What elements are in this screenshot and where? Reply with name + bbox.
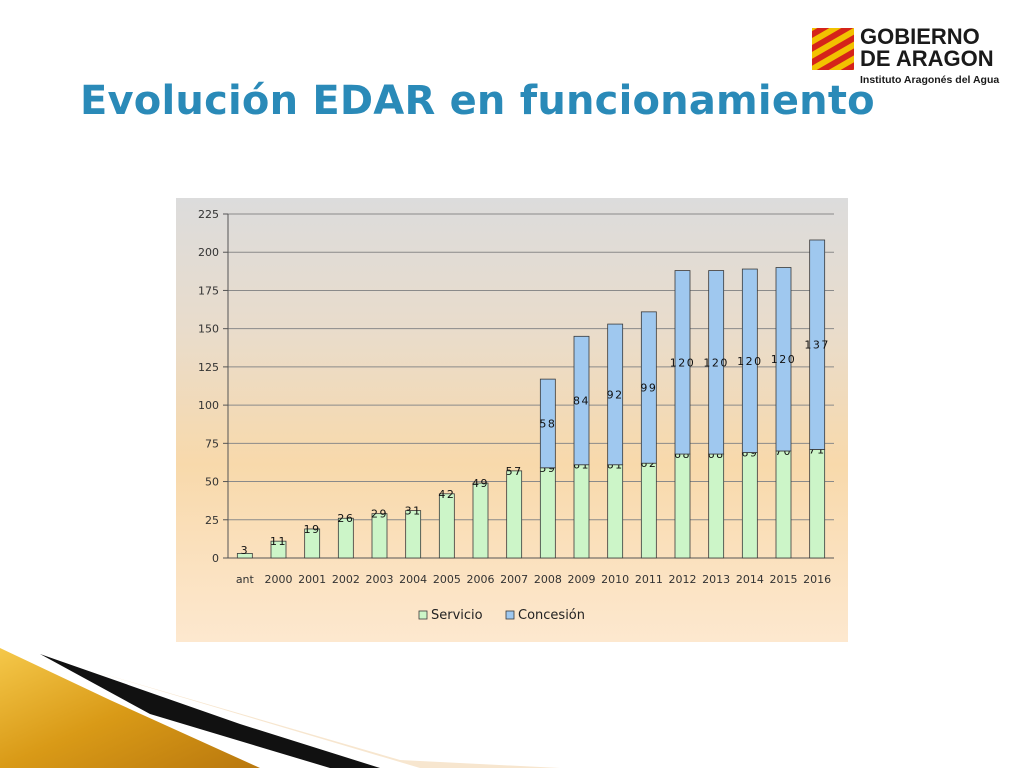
x-tick-label: 2007 (500, 573, 528, 586)
bar-servicio (607, 464, 624, 559)
logo-line-1: GOBIERNO (860, 24, 980, 49)
x-tick-label: 2009 (568, 573, 596, 586)
bar-concesion (640, 311, 657, 464)
data-label: 29 (371, 508, 388, 521)
bar-concesion (607, 323, 624, 466)
data-label: 120 (771, 353, 797, 366)
x-tick-label: 2011 (635, 573, 663, 586)
bar-concesion (573, 335, 590, 466)
bar-servicio (741, 452, 758, 559)
aragon-flag-icon (812, 28, 854, 70)
decorative-corner-stripes (0, 648, 560, 768)
data-label: 120 (737, 355, 763, 368)
x-tick-label: 2006 (467, 573, 495, 586)
bar-servicio (708, 453, 725, 559)
x-tick-label: 2015 (770, 573, 798, 586)
logo-line-2: DE ARAGON (860, 46, 994, 71)
y-tick-label: 200 (198, 246, 219, 259)
bar-servicio (371, 513, 388, 559)
bar-servicio (236, 553, 253, 559)
logo-line-3: Instituto Aragonés del Agua (860, 74, 1000, 86)
y-tick-label: 125 (198, 361, 219, 374)
data-label: 3 (241, 544, 250, 557)
bar-concesion (708, 270, 725, 455)
y-tick-label: 175 (198, 284, 219, 297)
bar-servicio (809, 449, 826, 559)
stacked-bar-chart: 0 25 50 75 100 125 150 175 200 225 3 ant 11 2000 19 200… (198, 208, 834, 623)
x-tick-label: 2004 (399, 573, 427, 586)
x-tick-label: 2014 (736, 573, 764, 586)
data-label: 137 (804, 339, 830, 352)
data-label: 120 (703, 356, 729, 369)
x-tick-label: 2016 (803, 573, 831, 586)
data-label: 92 (607, 388, 624, 401)
data-label: 42 (438, 488, 455, 501)
data-label: 58 (539, 417, 556, 430)
bar-servicio (472, 482, 489, 559)
legend-label-concesion: Concesión (518, 608, 585, 623)
bar-servicio (438, 493, 455, 559)
x-tick-label: 2013 (702, 573, 730, 586)
y-tick-label: 25 (205, 514, 219, 527)
bar-concesion (741, 268, 758, 453)
data-label: 84 (573, 395, 590, 408)
y-tick-label: 100 (198, 399, 219, 412)
x-tick-label: ant (236, 573, 255, 586)
x-tick-label: 2008 (534, 573, 562, 586)
data-label: 26 (337, 512, 354, 525)
y-tick-label: 225 (198, 208, 219, 221)
gold-stripe (0, 648, 260, 768)
x-tick-label: 2003 (366, 573, 394, 586)
data-label: 19 (304, 523, 321, 536)
y-tick-label: 50 (205, 476, 219, 489)
y-tick-label: 150 (198, 323, 219, 336)
legend-label-servicio: Servicio (431, 608, 483, 623)
data-label: 11 (270, 535, 287, 548)
bar-concesion (674, 270, 691, 455)
bar-servicio (674, 453, 691, 559)
bar-concesion (809, 239, 826, 450)
bar-servicio (573, 464, 590, 559)
bar-servicio (506, 470, 523, 559)
gobierno-aragon-logo: GOBIERNO DE ARAGON Instituto Aragonés de… (812, 26, 1012, 88)
data-label: 99 (640, 382, 657, 395)
x-tick-label: 2010 (601, 573, 629, 586)
legend-swatch-concesion (505, 610, 515, 620)
bar-concesion (539, 378, 556, 469)
bar-servicio (270, 540, 287, 559)
data-label: 49 (472, 477, 489, 490)
bar-servicio (337, 517, 354, 559)
bar-servicio (539, 467, 556, 559)
data-label: 57 (506, 465, 523, 478)
chart-area: 0 25 50 75 100 125 150 175 200 225 3 ant 11 2000 19 200… (176, 198, 848, 642)
legend-swatch-servicio (418, 610, 428, 620)
y-tick-label: 0 (212, 552, 219, 565)
bar-servicio (405, 510, 422, 559)
bar-servicio (775, 450, 792, 559)
x-tick-label: 2001 (298, 573, 326, 586)
bar-servicio (304, 528, 321, 559)
data-label: 31 (405, 505, 422, 518)
x-tick-label: 2002 (332, 573, 360, 586)
data-label: 120 (670, 356, 696, 369)
x-tick-label: 2000 (265, 573, 293, 586)
x-tick-label: 2012 (669, 573, 697, 586)
bar-servicio (640, 462, 657, 559)
bar-concesion (775, 267, 792, 452)
x-tick-label: 2005 (433, 573, 461, 586)
slide-title: Evolución EDAR en funcionamiento (80, 78, 875, 124)
y-tick-label: 75 (205, 437, 219, 450)
